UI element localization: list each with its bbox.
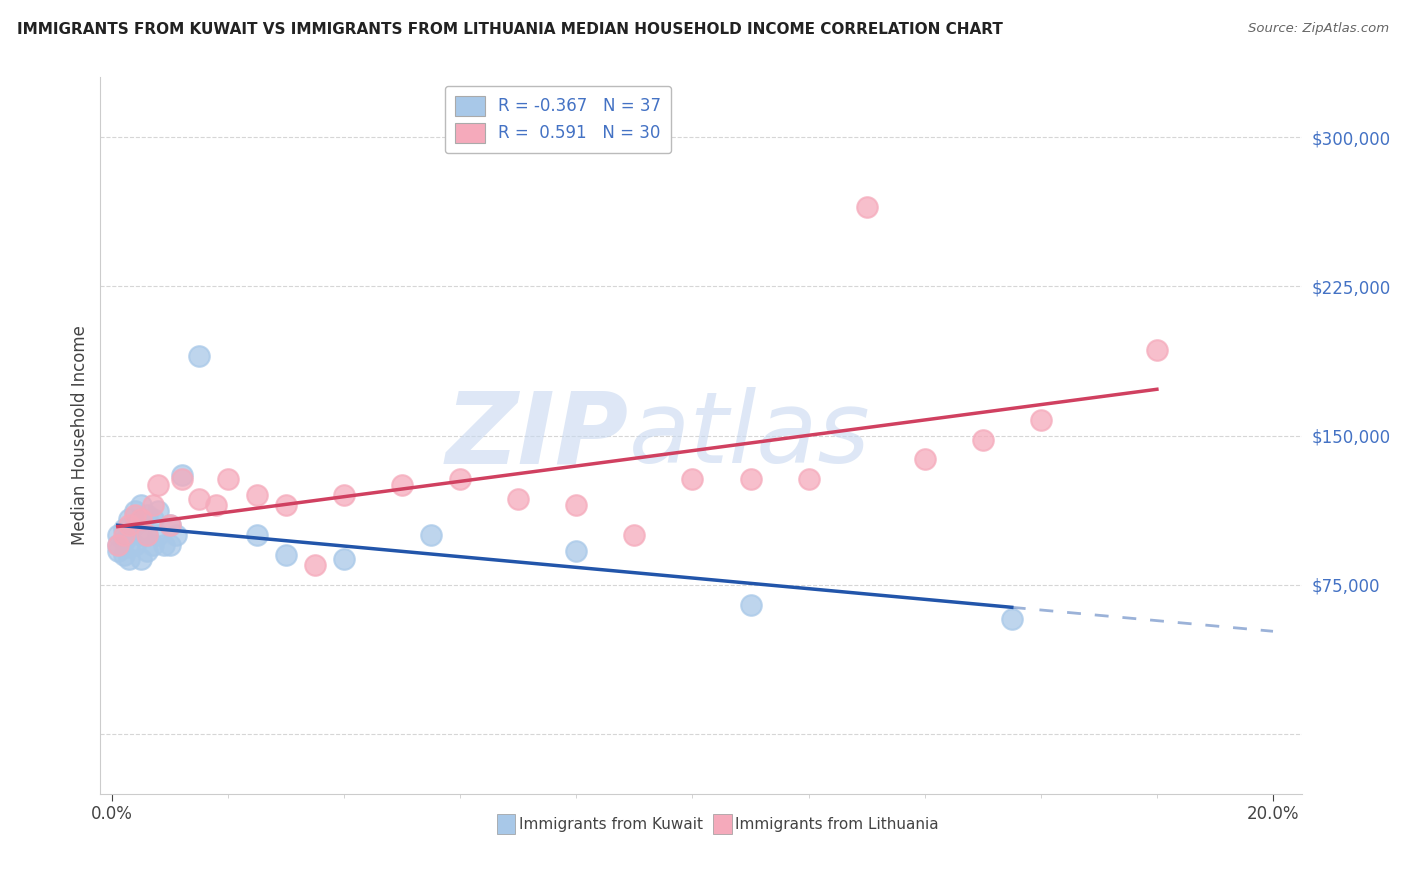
Point (170, 468, 193, 483)
Point (246, 488, 269, 502)
Point (682, 472, 704, 486)
Point (124, 508, 146, 523)
Point (135, 528, 157, 542)
Point (142, 538, 165, 552)
Point (420, 528, 443, 542)
Point (1001, 611, 1024, 625)
Point (124, 538, 146, 552)
Point (159, 518, 181, 533)
Point (165, 528, 187, 542)
Point (148, 528, 170, 542)
Point (170, 472, 193, 486)
Point (565, 498, 588, 512)
Point (124, 518, 146, 533)
Point (112, 548, 135, 562)
Point (159, 538, 181, 552)
Point (740, 598, 762, 612)
Text: IMMIGRANTS FROM KUWAIT VS IMMIGRANTS FROM LITHUANIA MEDIAN HOUSEHOLD INCOME CORR: IMMIGRANTS FROM KUWAIT VS IMMIGRANTS FRO… (17, 22, 1002, 37)
Point (148, 504, 170, 518)
Point (142, 512, 165, 526)
Point (304, 558, 326, 572)
Point (188, 349, 211, 363)
Point (333, 552, 356, 566)
Point (118, 552, 141, 566)
Point (391, 478, 413, 492)
Point (129, 552, 152, 566)
Point (508, 492, 530, 507)
Text: Source: ZipAtlas.com: Source: ZipAtlas.com (1249, 22, 1389, 36)
Point (107, 538, 129, 552)
Point (217, 472, 239, 486)
Point (135, 508, 157, 523)
Point (797, 472, 820, 486)
Point (118, 528, 141, 542)
Point (449, 472, 471, 486)
Point (740, 472, 762, 486)
Point (333, 488, 356, 502)
Point (855, 200, 877, 214)
Point (124, 504, 146, 518)
Point (153, 538, 176, 552)
Point (205, 498, 228, 512)
Point (274, 498, 297, 512)
Point (118, 518, 141, 533)
Point (112, 528, 135, 542)
Point (107, 544, 129, 558)
Point (565, 544, 588, 558)
Text: Immigrants from Kuwait: Immigrants from Kuwait (519, 816, 703, 831)
Point (623, 528, 645, 542)
Point (107, 538, 129, 552)
Point (135, 544, 157, 558)
Point (1146, 343, 1168, 357)
Point (135, 528, 157, 542)
Point (972, 433, 994, 447)
Point (129, 498, 152, 512)
Point (129, 512, 152, 526)
Point (1029, 412, 1052, 426)
Point (129, 528, 152, 542)
Point (118, 512, 141, 526)
Point (112, 522, 135, 536)
Point (188, 492, 211, 507)
Point (107, 528, 129, 542)
Point (159, 518, 181, 533)
Legend: R = -0.367   N = 37, R =  0.591   N = 30: R = -0.367 N = 37, R = 0.591 N = 30 (446, 86, 672, 153)
Text: atlas: atlas (628, 387, 870, 484)
Text: Immigrants from Lithuania: Immigrants from Lithuania (735, 816, 938, 831)
Point (112, 534, 135, 549)
Y-axis label: Median Household Income: Median Household Income (72, 326, 89, 546)
Point (148, 478, 170, 492)
Point (914, 452, 936, 467)
Point (142, 498, 165, 512)
Point (118, 540, 141, 554)
Text: ZIP: ZIP (446, 387, 628, 484)
Point (246, 528, 269, 542)
Point (129, 514, 152, 528)
Point (274, 548, 297, 562)
